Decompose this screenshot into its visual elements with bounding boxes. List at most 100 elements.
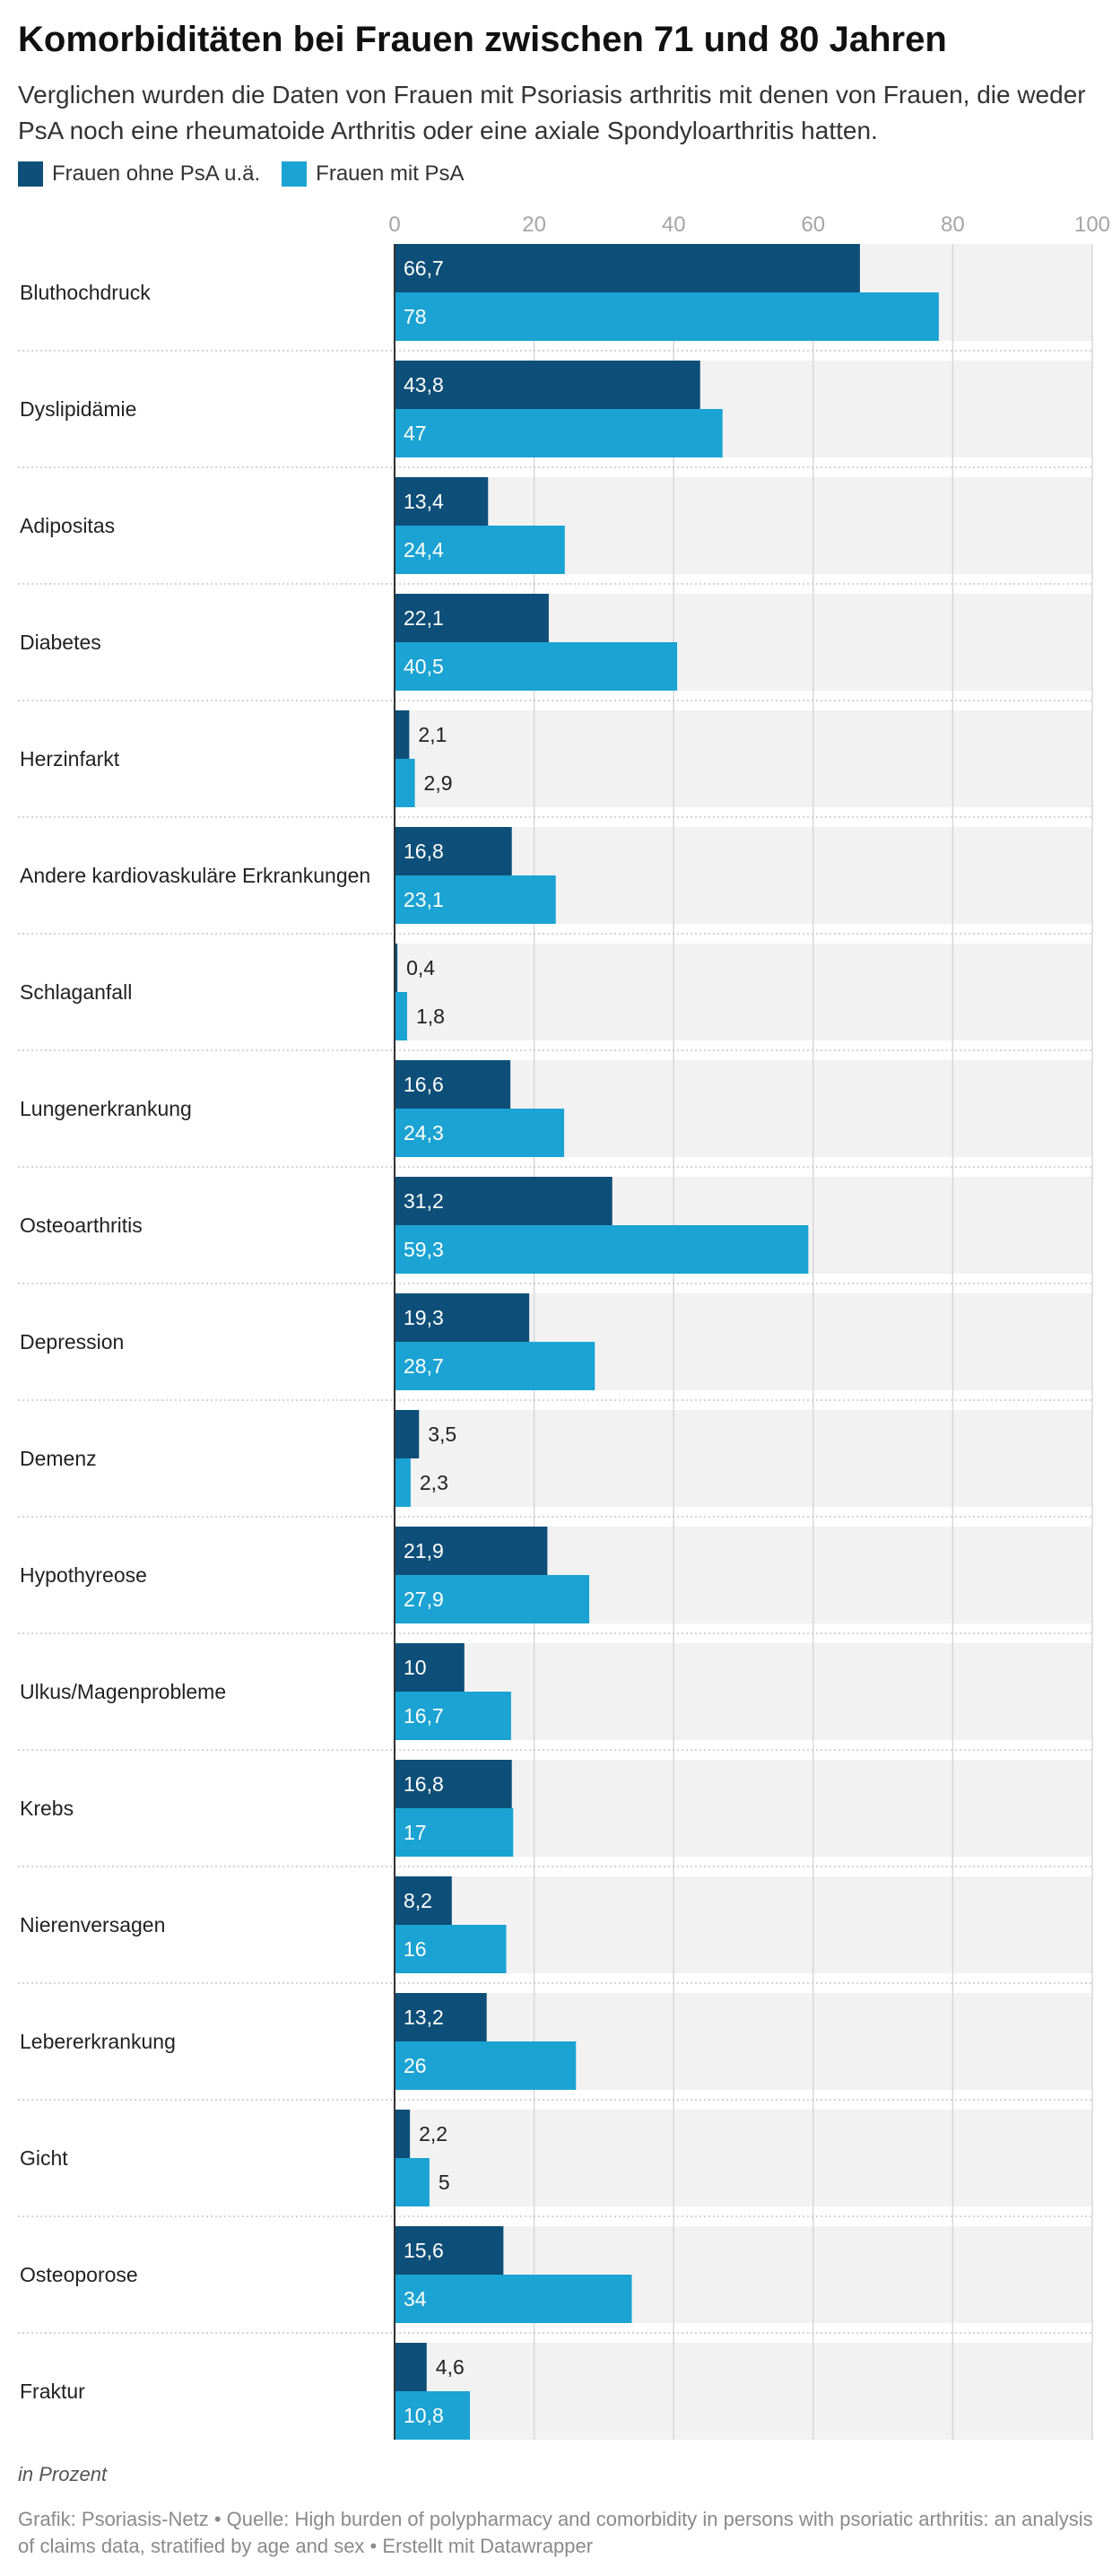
bar-mit-psa (395, 875, 556, 924)
value-label: 23,1 (404, 888, 444, 911)
bar-mit-psa (395, 1925, 507, 1973)
bar-ohne-psa (395, 1410, 420, 1458)
x-tick-label: 0 (388, 213, 400, 237)
bar-mit-psa (395, 759, 415, 807)
category-label: Dyslipidämie (20, 397, 136, 421)
row-band (395, 1876, 1092, 1973)
legend-item-ohne-psa: Frauen ohne PsA u.ä. (18, 161, 260, 187)
value-label: 16,8 (404, 1772, 444, 1796)
row-band (395, 2110, 1092, 2206)
chart-title: Komorbiditäten bei Frauen zwischen 71 un… (18, 20, 947, 59)
value-label: 40,5 (404, 655, 444, 678)
bar-ohne-psa (395, 1293, 530, 1342)
value-label: 10,8 (404, 2404, 444, 2427)
bar-mit-psa (395, 1342, 595, 1390)
category-label: Osteoporose (20, 2263, 138, 2286)
bar-ohne-psa (395, 1876, 452, 1925)
bar-ohne-psa (395, 477, 489, 526)
bar-chart: 0 20 40 60 80 100 Bluthochdruck Dyslipidämie Adi… (18, 213, 1110, 2440)
value-label: 2,2 (419, 2122, 447, 2145)
bar-mit-psa (395, 1225, 809, 1274)
value-label: 22,1 (404, 606, 444, 630)
bar-mit-psa (395, 2041, 577, 2090)
bar-ohne-psa (395, 2110, 411, 2158)
value-label: 17 (404, 1821, 427, 1844)
legend-label-mit-psa: Frauen mit PsA (316, 161, 465, 186)
value-label: 16,7 (404, 1704, 444, 1727)
x-tick-label: 20 (522, 213, 546, 237)
chart-subtitle: Verglichen wurden die Daten von Frauen m… (18, 81, 1086, 144)
value-label: 3,5 (428, 1423, 456, 1446)
value-label: 31,2 (404, 1189, 444, 1213)
category-label: Andere kardiovaskuläre Erkrankungen (20, 864, 370, 887)
bar-ohne-psa (395, 2343, 427, 2391)
bar-ohne-psa (395, 1177, 612, 1225)
value-label: 13,2 (404, 2006, 444, 2029)
value-label: 2,9 (424, 771, 453, 795)
value-label: 34 (404, 2287, 427, 2311)
value-label: 0,4 (406, 956, 435, 979)
bar-ohne-psa (395, 2226, 504, 2275)
bar-ohne-psa (395, 710, 410, 759)
row-band (395, 2343, 1092, 2440)
row-band (395, 944, 1092, 1040)
category-label: Lungenerkrankung (20, 1097, 192, 1120)
category-label: Hypothyreose (20, 1563, 147, 1587)
value-label: 2,3 (420, 1471, 448, 1494)
value-label: 1,8 (416, 1005, 445, 1028)
value-label: 28,7 (404, 1354, 444, 1378)
bar-mit-psa (395, 2275, 632, 2323)
value-label: 24,4 (404, 538, 444, 561)
bar-mit-psa (395, 1808, 514, 1857)
value-label: 43,8 (404, 373, 444, 396)
legend-swatch-ohne-psa (18, 161, 43, 187)
value-label: 78 (404, 305, 427, 328)
bar-ohne-psa (395, 244, 860, 292)
value-label: 4,6 (436, 2355, 465, 2379)
value-label: 16,8 (404, 840, 444, 863)
x-tick-label: 40 (662, 213, 686, 237)
bar-ohne-psa (395, 1060, 511, 1109)
value-label: 8,2 (404, 1889, 432, 1912)
x-tick-label: 60 (801, 213, 825, 237)
value-label: 47 (404, 422, 427, 445)
bar-mit-psa (395, 642, 678, 691)
category-label: Demenz (20, 1447, 97, 1470)
category-label: Fraktur (20, 2380, 85, 2403)
value-label: 16,6 (404, 1073, 444, 1096)
bar-ohne-psa (395, 1760, 512, 1808)
bar-ohne-psa (395, 1993, 487, 2041)
row-band (395, 1410, 1092, 1507)
x-tick-label: 100 (1074, 213, 1110, 237)
value-label: 66,7 (404, 257, 444, 280)
bar-mit-psa (395, 2391, 471, 2440)
category-label: Diabetes (20, 631, 101, 654)
bar-mit-psa (395, 409, 723, 457)
chart-footer: Grafik: Psoriasis-Netz • Quelle: High bu… (18, 2508, 1093, 2557)
category-label: Osteoarthritis (20, 1214, 143, 1237)
chart-notes: in Prozent (18, 2463, 108, 2485)
legend-item-mit-psa: Frauen mit PsA (282, 161, 465, 187)
category-label: Ulkus/Magenprobleme (20, 1680, 226, 1703)
category-label: Bluthochdruck (20, 281, 151, 304)
category-label: Lebererkrankung (20, 2030, 176, 2053)
category-label: Depression (20, 1330, 124, 1353)
legend-swatch-mit-psa (282, 161, 308, 187)
bar-mit-psa (395, 2158, 430, 2206)
bar-mit-psa (395, 526, 565, 574)
category-label: Adipositas (20, 514, 115, 537)
legend-label-ohne-psa: Frauen ohne PsA u.ä. (52, 161, 261, 186)
row-band (395, 710, 1092, 807)
bar-mit-psa (395, 1692, 511, 1740)
category-label: Krebs (20, 1797, 74, 1820)
bar-ohne-psa (395, 1643, 465, 1692)
value-label: 19,3 (404, 1306, 444, 1329)
value-label: 16 (404, 1937, 427, 1961)
value-label: 59,3 (404, 1238, 444, 1261)
value-label: 10 (404, 1656, 427, 1679)
bar-mit-psa (395, 992, 408, 1040)
category-label: Nierenversagen (20, 1913, 165, 1936)
bar-ohne-psa (395, 944, 398, 992)
bar-ohne-psa (395, 361, 700, 409)
value-label: 27,9 (404, 1588, 444, 1611)
